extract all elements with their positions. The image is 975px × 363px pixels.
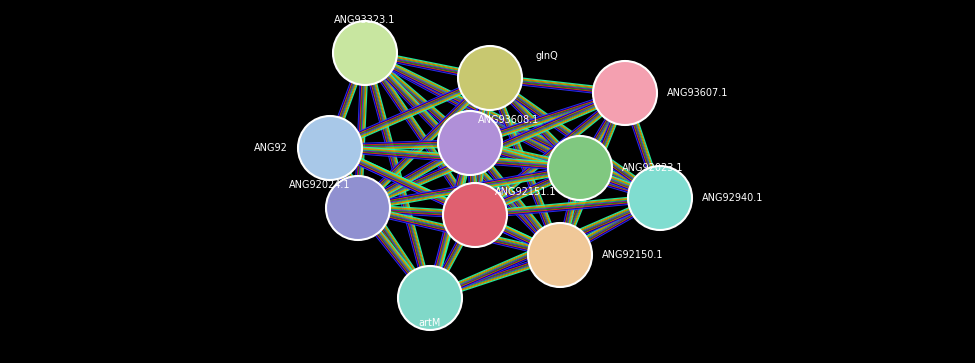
Circle shape — [548, 136, 612, 200]
Circle shape — [458, 46, 522, 110]
Text: glnQ: glnQ — [535, 51, 558, 61]
Text: ANG92024.1: ANG92024.1 — [289, 180, 350, 190]
Text: ANG93323.1: ANG93323.1 — [334, 15, 396, 25]
Text: ANG92151.1: ANG92151.1 — [495, 187, 557, 197]
Text: ANG93608.1: ANG93608.1 — [478, 115, 539, 125]
Circle shape — [443, 183, 507, 247]
Circle shape — [593, 61, 657, 125]
Text: ANG92150.1: ANG92150.1 — [602, 250, 664, 260]
Circle shape — [398, 266, 462, 330]
Text: ANG93607.1: ANG93607.1 — [667, 88, 728, 98]
Circle shape — [326, 176, 390, 240]
Text: artM: artM — [419, 318, 441, 328]
Circle shape — [438, 111, 502, 175]
Circle shape — [298, 116, 362, 180]
Text: ANG92940.1: ANG92940.1 — [702, 193, 763, 203]
Circle shape — [333, 21, 397, 85]
Text: ANG92: ANG92 — [254, 143, 288, 153]
Circle shape — [528, 223, 592, 287]
Text: ANG92023.1: ANG92023.1 — [622, 163, 683, 173]
Circle shape — [628, 166, 692, 230]
